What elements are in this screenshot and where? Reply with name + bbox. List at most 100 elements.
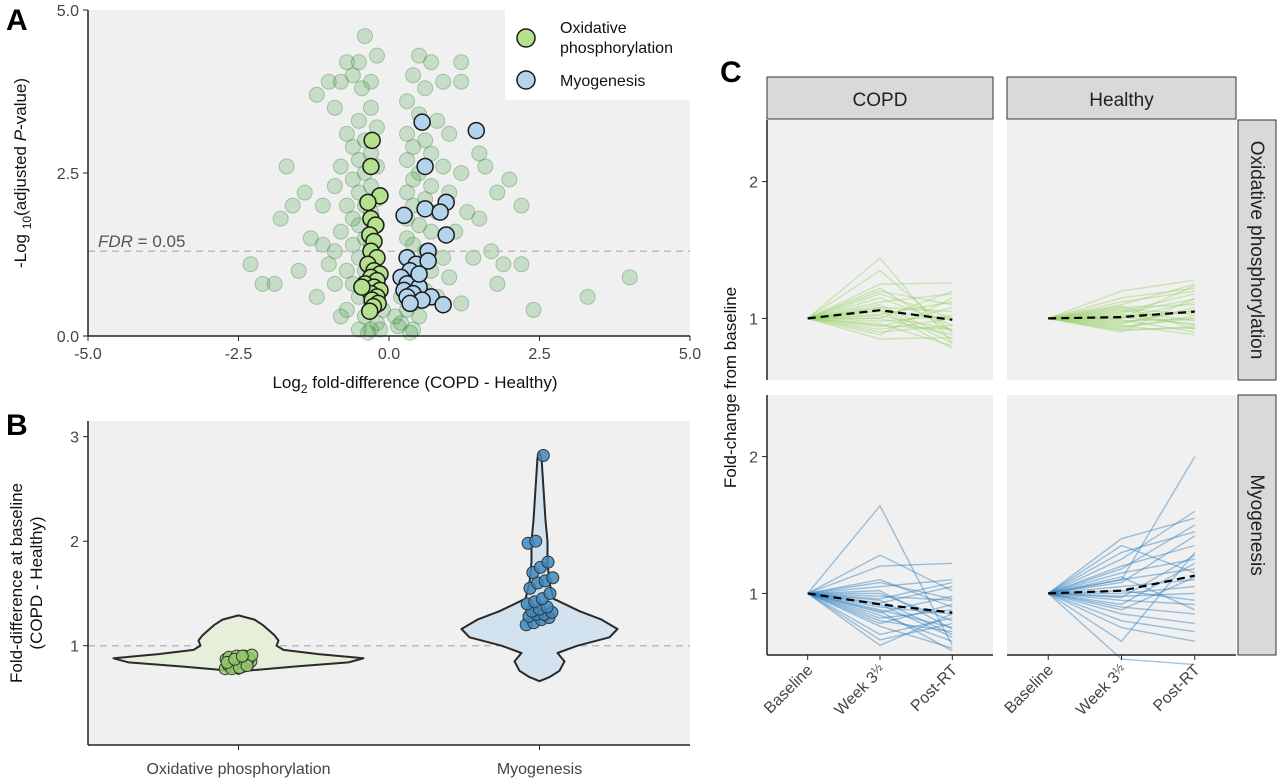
- subject-line: [1048, 317, 1195, 336]
- subject-line: [807, 257, 953, 344]
- facet-background: [767, 395, 993, 655]
- highlight-point: [419, 252, 437, 270]
- gene-point: [393, 314, 410, 331]
- subject-line: [807, 562, 953, 595]
- row-strip: [1237, 119, 1277, 381]
- gene-point: [314, 236, 331, 253]
- subject-line: [807, 317, 953, 340]
- column-strip: [1006, 76, 1237, 120]
- y-tick-label: 1: [749, 311, 758, 328]
- subject-line: [1048, 301, 1195, 320]
- gene-point: [390, 318, 407, 335]
- mean-line: [807, 309, 953, 321]
- highlight-point: [395, 206, 413, 225]
- subject-line: [807, 317, 953, 331]
- subject-line: [807, 554, 953, 595]
- gene-point: [344, 67, 361, 84]
- y-tick-label: 2: [749, 450, 758, 467]
- subject-line: [807, 269, 953, 333]
- subject-line: [1048, 562, 1196, 606]
- highlight-point: [362, 157, 380, 176]
- subject-line: [1048, 317, 1195, 333]
- legend: Oxidative phosphorylation Myogenesis: [505, 10, 705, 100]
- x-tick-label: Post-RT: [908, 662, 961, 715]
- x-tick-label-text: Baseline: [1002, 662, 1057, 717]
- gene-point: [326, 275, 343, 292]
- subject-line: [807, 306, 953, 344]
- subject-line: [807, 592, 953, 641]
- x-axis-title-subscript: 2: [301, 382, 308, 396]
- gene-point: [399, 184, 416, 201]
- x-axis-title-prefix: Log: [272, 373, 300, 392]
- subject-line: [807, 297, 953, 336]
- violin-shape: [112, 614, 365, 675]
- facet-background: [1007, 120, 1236, 380]
- subject-line: [807, 592, 953, 614]
- highlight-point: [353, 278, 371, 296]
- gene-point: [423, 178, 440, 195]
- gene-point: [489, 275, 506, 292]
- gene-point: [429, 112, 446, 129]
- gene-point: [405, 67, 422, 84]
- subject-line: [1047, 592, 1195, 642]
- gene-point: [513, 256, 530, 273]
- gene-point: [453, 165, 470, 181]
- gene-point: [344, 210, 361, 227]
- gene-point: [362, 321, 379, 338]
- facet-panel: [1007, 120, 1236, 380]
- legend-label: Myogenesis: [560, 73, 645, 90]
- subject-line: [807, 592, 953, 619]
- facet-background: [1007, 395, 1236, 655]
- column-strip: [766, 76, 994, 120]
- subject-line: [807, 293, 953, 320]
- gene-point: [471, 145, 488, 162]
- gene-point: [501, 171, 518, 188]
- gene-point: [423, 54, 440, 71]
- gene-point: [405, 138, 422, 155]
- subject-line: [1047, 517, 1195, 594]
- x-tick-label-text: Post-RT: [908, 662, 961, 715]
- subject-line: [807, 592, 953, 622]
- subject-line: [1048, 317, 1195, 332]
- fdr-threshold-label-rest: = 0.05: [133, 232, 185, 251]
- gene-point: [399, 125, 416, 142]
- subject-line: [807, 290, 953, 320]
- gene-point: [405, 171, 422, 188]
- gene-point: [350, 321, 367, 338]
- y-axis-title-italic: P: [11, 129, 30, 141]
- facet-background: [767, 120, 993, 380]
- y-axis-title: -Log 10(adjusted P-value): [11, 78, 34, 268]
- subject-line: [1047, 544, 1196, 594]
- panel-label-b: B: [6, 409, 28, 442]
- gene-point: [441, 125, 458, 142]
- panel-label-a: A: [6, 4, 28, 37]
- subject-line: [1048, 315, 1195, 329]
- x-axis-title: Log2 fold-difference (COPD - Healthy): [272, 373, 557, 396]
- violin-point: [529, 534, 543, 548]
- facet-panel: 12: [749, 120, 993, 380]
- subject-line: [807, 592, 953, 638]
- y-tick-label: 2: [70, 534, 79, 551]
- x-tick-label: Oxidative phosphorylation: [146, 761, 330, 778]
- highlight-point: [410, 265, 428, 283]
- fdr-threshold-label-italic: FDR: [98, 232, 133, 251]
- y-axis-title-line2: (COPD - Healthy): [27, 516, 46, 649]
- subject-line: [1048, 309, 1195, 322]
- gene-point: [621, 269, 638, 286]
- subject-line: [1048, 287, 1195, 320]
- y-axis-title-line1: Fold-difference at baseline: [7, 483, 26, 683]
- gene-point: [308, 288, 325, 305]
- violin-point: [541, 555, 555, 569]
- subject-line: [1048, 568, 1195, 595]
- gene-point: [254, 275, 271, 292]
- gene-point: [399, 93, 416, 110]
- highlight-point: [413, 113, 431, 131]
- gene-point: [513, 197, 530, 214]
- x-tick-label: 0.0: [378, 346, 400, 363]
- highlight-point: [363, 131, 381, 150]
- subject-line: [1047, 544, 1195, 595]
- subject-line: [807, 504, 953, 646]
- plot-background: [88, 421, 690, 745]
- subject-line: [1047, 551, 1196, 643]
- y-tick-label: 5.0: [57, 3, 79, 20]
